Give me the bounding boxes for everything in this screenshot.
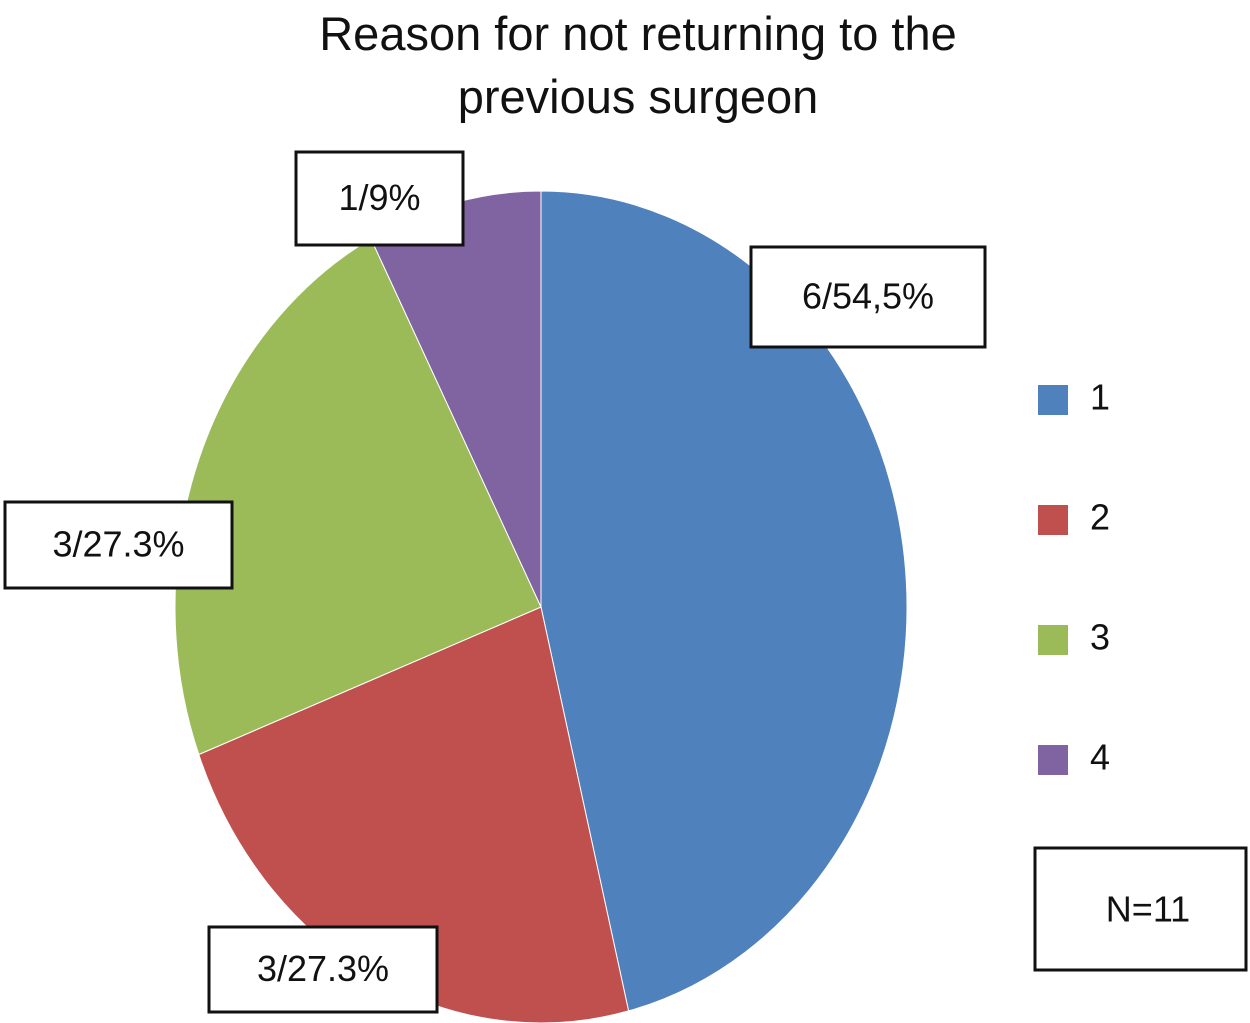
legend-label: 1	[1090, 377, 1110, 418]
legend-swatch	[1038, 505, 1068, 535]
legend-label: 4	[1090, 737, 1110, 778]
data-label: 1/9%	[338, 177, 420, 218]
data-label: 3/27.3%	[52, 524, 184, 565]
data-label: 3/27.3%	[257, 948, 389, 989]
annotation-box	[1033, 846, 1248, 972]
legend-swatch	[1038, 385, 1068, 415]
pie-slice	[174, 237, 542, 756]
chart-title: Reason for not returning to the previous…	[319, 7, 957, 123]
legend-swatch	[1038, 745, 1068, 775]
data-label: 6/54,5%	[802, 276, 934, 317]
label-box	[207, 925, 439, 1014]
annotation: N=11	[1106, 889, 1190, 930]
pie-slice	[540, 190, 908, 1012]
label-box	[749, 245, 987, 349]
label-box	[3, 500, 234, 590]
legend-label: 2	[1090, 497, 1110, 538]
label-box	[294, 150, 465, 247]
legend-swatch	[1038, 625, 1068, 655]
legend-label: 3	[1090, 617, 1110, 658]
